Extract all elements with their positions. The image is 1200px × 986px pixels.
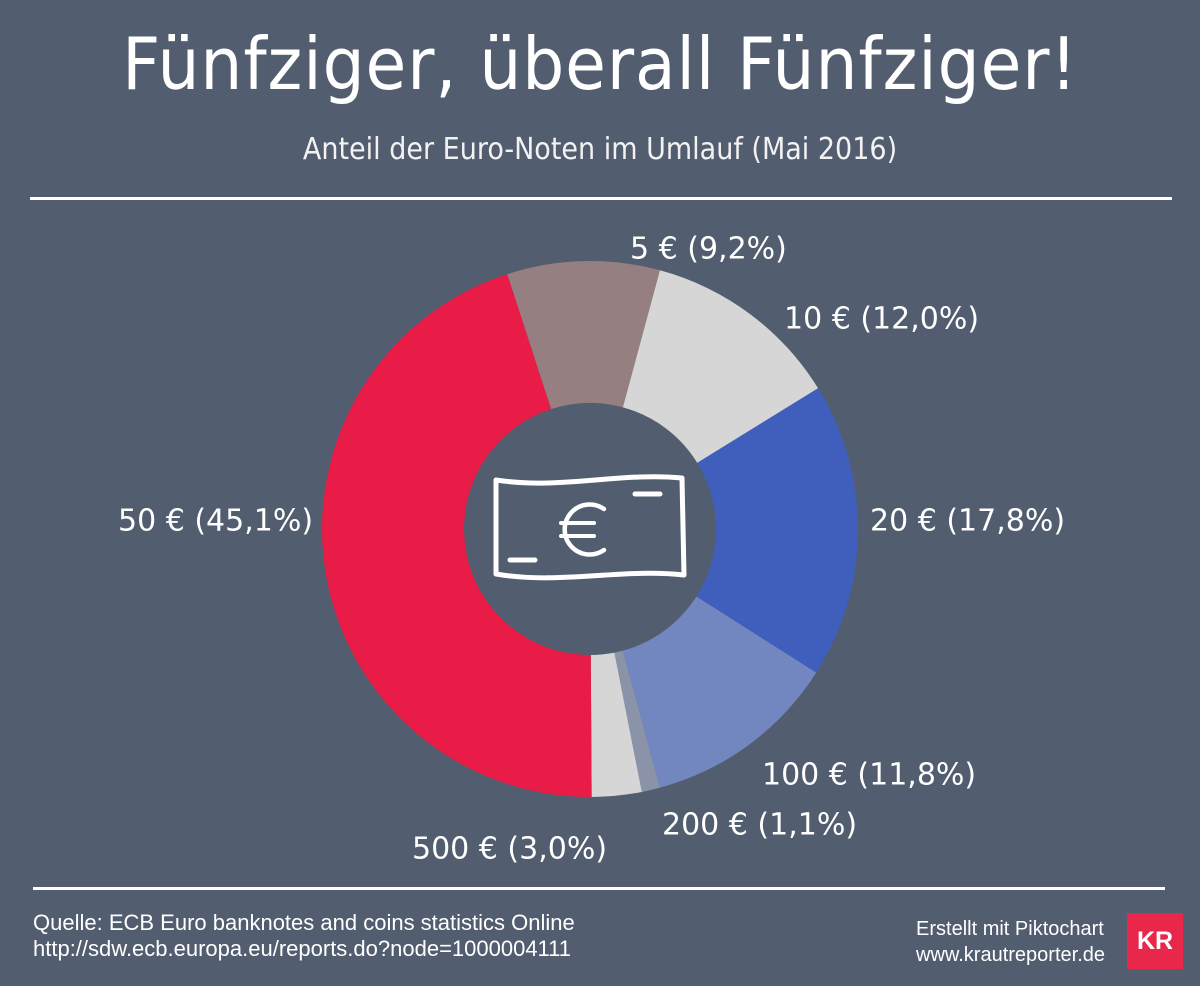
source-url[interactable]: http://sdw.ecb.europa.eu/reports.do?node… [33,936,572,961]
top-divider [30,197,1172,200]
credit-url[interactable]: www.krautreporter.de [916,944,1105,966]
source-note: Quelle: ECB Euro banknotes and coins sta… [33,910,575,962]
slice-200-euro [614,650,660,792]
slice-label-50-euro: 50 € (45,1%) [118,504,313,539]
slice-label-200-euro: 200 € (1,1%) [662,808,857,843]
slice-label-10-euro: 10 € (12,0%) [784,302,979,337]
page-subtitle: Anteil der Euro-Noten im Umlauf (Mai 201… [302,132,898,167]
source-line: Quelle: ECB Euro banknotes and coins sta… [33,910,575,935]
slice-5-euro [507,260,660,410]
slice-20-euro [696,388,858,673]
slice-label-500-euro: 500 € (3,0%) [412,832,607,867]
bottom-divider [33,887,1165,890]
slice-10-euro [622,270,819,463]
kr-logo: KR [1127,913,1183,969]
credit-note: Erstellt mit Piktochart www.krautreporte… [916,916,1105,968]
credit-line: Erstellt mit Piktochart [916,918,1104,940]
euro-banknote-icon [493,474,687,581]
slice-label-100-euro: 100 € (11,8%) [762,758,976,793]
page-title: Fünfziger, überall Fünfziger! [122,22,1078,106]
slice-label-5-euro: 5 € (9,2%) [630,232,787,267]
slice-50-euro [321,274,592,798]
slice-label-20-euro: 20 € (17,8%) [870,504,1065,539]
slice-100-euro [622,596,817,788]
slice-500-euro [590,652,642,797]
